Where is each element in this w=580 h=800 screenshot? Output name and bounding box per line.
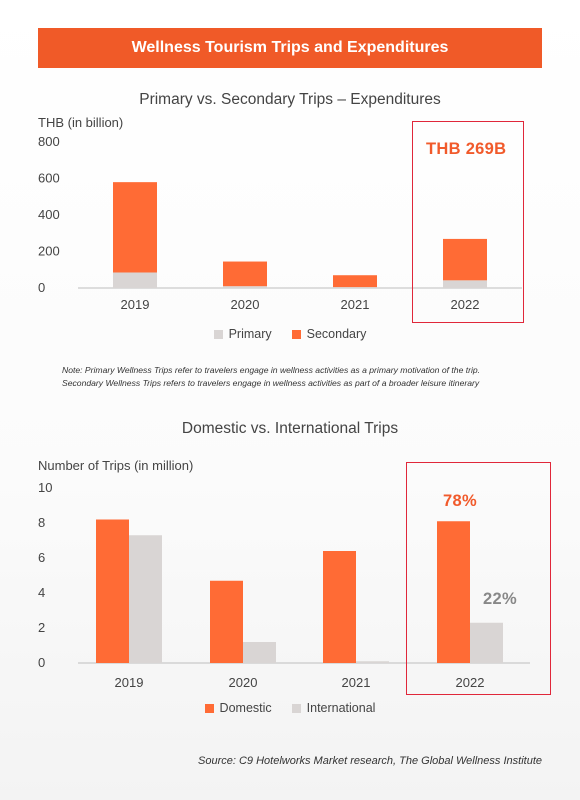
note-line-1: Note: Primary Wellness Trips refer to tr… [62, 365, 481, 375]
chart1-title: Primary vs. Secondary Trips – Expenditur… [139, 91, 441, 108]
chart2-highlight-box [406, 462, 551, 695]
legend-label-international: International [306, 701, 376, 715]
chart1-bar-secondary-2020 [223, 261, 267, 287]
chart2-bar-domestic-2021 [323, 551, 356, 663]
chart2-ytick-label: 0 [38, 655, 45, 670]
chart1-ytick-label: 600 [38, 171, 60, 186]
legend-label-domestic: Domestic [219, 701, 272, 715]
chart1-highlight-box [412, 121, 524, 323]
legend-item-international: International [291, 701, 376, 715]
chart1-xtick-label-2020: 2020 [231, 297, 260, 312]
chart1-ytick-label: 0 [38, 280, 45, 295]
chart1-callout: THB 269B [426, 140, 507, 158]
chart1-xtick-label-2022: 2022 [451, 297, 480, 312]
chart2-xtick-label-2022: 2022 [456, 675, 485, 690]
chart2-plot: 0 2 4 6 8 10 2019 2020 2021 2022 [38, 480, 530, 690]
chart2-ylabel: Number of Trips (in million) [38, 458, 194, 473]
chart2-ytick-label: 8 [38, 515, 45, 530]
chart2-xtick-label-2020: 2020 [229, 675, 258, 690]
chart2-ytick-label: 4 [38, 585, 45, 600]
header-title: Wellness Tourism Trips and Expenditures [131, 39, 449, 56]
chart2-ytick-label: 10 [38, 480, 52, 495]
chart2-bar-international-2022 [470, 622, 503, 663]
chart1-ytick-label: 200 [38, 244, 60, 259]
legend-item-secondary: Secondary [291, 327, 367, 341]
chart1-xtick-label-2019: 2019 [121, 297, 150, 312]
chart2-bar-international-2021 [356, 661, 389, 663]
chart2-bar-international-2019 [129, 535, 162, 663]
chart2-callout-domestic: 78% [443, 492, 477, 510]
chart1-bar-secondary-2022 [443, 238, 487, 281]
source-note: Source: C9 Hotelworks Market research, T… [198, 755, 542, 767]
chart2-ytick-label: 6 [38, 550, 45, 565]
chart1-bar-secondary-2021 [333, 275, 377, 288]
legend-swatch-secondary [291, 329, 301, 339]
chart2-bar-domestic-2020 [210, 580, 243, 663]
chart1-ytick-label: 400 [38, 207, 60, 222]
chart1-ytick-label: 800 [38, 134, 60, 149]
legend-swatch-international [291, 703, 301, 713]
chart1-bar-primary-2022 [443, 280, 487, 288]
chart1-bar-primary-2021 [333, 287, 377, 288]
chart1-note: Note: Primary Wellness Trips refer to tr… [62, 364, 532, 390]
chart2-title: Domestic vs. International Trips [181, 420, 399, 437]
chart1-bar-secondary-2019 [113, 182, 157, 273]
chart2-xtick-label-2021: 2021 [342, 675, 371, 690]
chart1-ylabel: THB (in billion) [38, 115, 124, 130]
chart1-bar-primary-2020 [223, 286, 267, 288]
chart2-legend: Domestic International [0, 701, 580, 715]
chart2-bar-domestic-2022 [437, 521, 470, 663]
chart2-bar-international-2020 [243, 642, 276, 663]
chart1-plot: 0 200 400 600 800 2019 2020 2021 2022 [38, 134, 522, 312]
chart2-xtick-label-2019: 2019 [115, 675, 144, 690]
legend-swatch-primary [213, 329, 223, 339]
legend-swatch-domestic [204, 703, 214, 713]
chart1-bar-primary-2019 [113, 272, 157, 288]
chart1-xtick-label-2021: 2021 [341, 297, 370, 312]
note-line-2: Secondary Wellness Trips refers to trave… [62, 378, 480, 388]
chart2-ytick-label: 2 [38, 620, 45, 635]
header-banner: Wellness Tourism Trips and Expenditures [38, 28, 542, 68]
chart2-callout-international: 22% [483, 590, 517, 608]
legend-item-primary: Primary [213, 327, 272, 341]
legend-item-domestic: Domestic [204, 701, 272, 715]
chart1-legend: Primary Secondary [0, 327, 580, 341]
legend-label-secondary: Secondary [306, 327, 367, 341]
chart2-bar-domestic-2019 [96, 519, 129, 663]
legend-label-primary: Primary [228, 327, 272, 341]
